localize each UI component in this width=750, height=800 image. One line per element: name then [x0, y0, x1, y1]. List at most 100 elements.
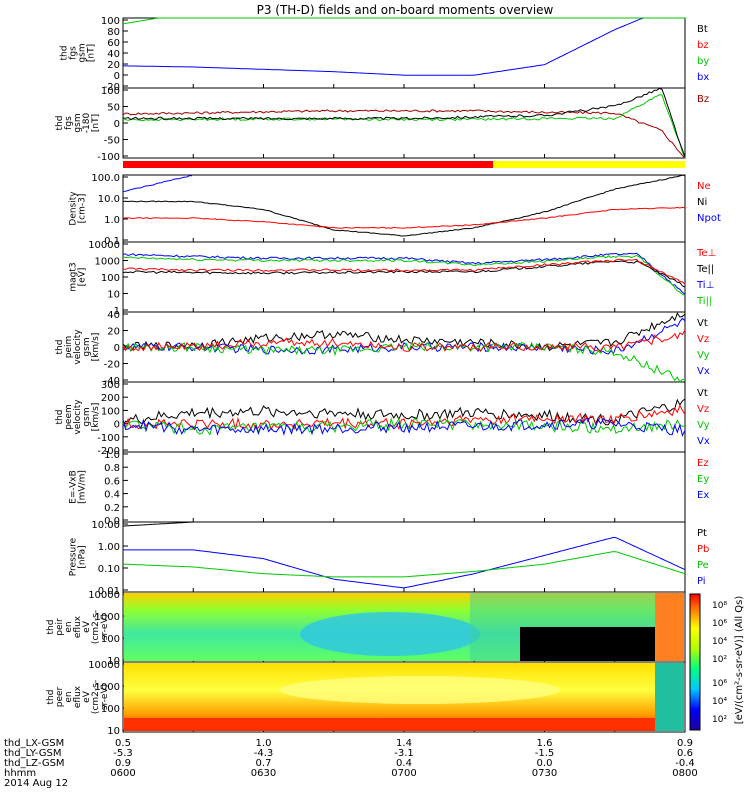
- series-group-0: [122, 17, 685, 76]
- legend-Ne: Ne: [697, 181, 711, 192]
- y-axis-label-line: gsm: [82, 407, 92, 426]
- y-tick-label: 1000: [95, 682, 120, 693]
- legend-Pi: Pi: [697, 576, 706, 587]
- y-axis-label: thd peim velocity gsm [km/s]: [55, 329, 101, 365]
- x-row-label: thd_LZ-GSM: [4, 758, 65, 769]
- x-row-value: -0.4: [675, 758, 695, 769]
- series-Bt: [122, 87, 686, 158]
- x-row-value: 0730: [532, 768, 557, 779]
- x-row-value: 0.5: [115, 738, 131, 749]
- chart-title: P3 (TH-D) fields and on-board moments ov…: [257, 3, 554, 17]
- series-Ti||: [122, 254, 686, 296]
- legend-Npot: Npot: [697, 213, 721, 224]
- colorbar-tick: 10⁶: [712, 619, 727, 629]
- x-row-label: thd_LX-GSM: [4, 738, 64, 749]
- y-axis-label-line: thd: [46, 690, 56, 705]
- series-group-2: [122, 174, 686, 237]
- x-axis: thd_LX-GSM 0.5 1.0 1.4 1.6 0.9 thd_LY-GSM -5.3 -…: [4, 738, 698, 789]
- y-tick-label: 0: [114, 343, 120, 354]
- panel-fgs_bz: 100 50 0 -50 -100 thd fgs gsm -180 [nT] Bz: [55, 86, 709, 163]
- y-axis-label-line: Density: [69, 191, 79, 226]
- y-axis-label-line: eV: [82, 620, 92, 633]
- y-tick-label: 0.01: [98, 586, 120, 597]
- colorbar-rect: [689, 593, 701, 731]
- y-axis-label-line: eV: [82, 690, 92, 703]
- y-tick-label: 1000: [95, 612, 120, 623]
- x-row-value: 0700: [391, 768, 416, 779]
- series-Vx: [122, 417, 686, 437]
- y-tick-label: 100: [101, 86, 120, 97]
- y-tick-label: 100: [101, 634, 120, 645]
- legend-Ti||: Ti||: [696, 296, 712, 307]
- colorbar-tick: 10⁸: [712, 601, 727, 611]
- y-tick-label: 300: [101, 380, 120, 391]
- y-tick-label: -50: [104, 136, 120, 147]
- y-tick-label: 200: [101, 393, 120, 404]
- x-row-value: 1.6: [537, 738, 553, 749]
- colorbar-tick: 10⁴: [712, 637, 727, 647]
- series-group-4: [122, 312, 686, 383]
- y-tick-label: 10.0: [98, 194, 120, 205]
- series-Vt: [122, 312, 686, 352]
- y-axis-label-line: gsm: [82, 337, 92, 356]
- series-Bz: [122, 109, 686, 159]
- panel-efield: 1.0 0.8 0.6 0.4 0.2 0.0 E=-VxB [mV/m] Ez Ey Ex: [69, 450, 710, 527]
- y-axis-label-line: thd: [55, 410, 65, 425]
- series-group-5: [122, 398, 686, 437]
- x-row-value: 0600: [110, 768, 135, 779]
- series-by: [122, 94, 686, 158]
- colorbar-tick: 10²: [712, 655, 727, 665]
- status-bar-red: [123, 161, 493, 168]
- y-axis-label: thd fgs gsm -180 [nT]: [55, 113, 101, 134]
- series-Ti⊥: [123, 252, 686, 295]
- y-axis-label-line: [km/s]: [91, 333, 101, 362]
- legend-Ey: Ey: [697, 474, 709, 485]
- y-tick-label: 0.4: [104, 490, 120, 501]
- status-bar-yellow: [493, 161, 685, 168]
- legend-Vt: Vt: [697, 318, 708, 329]
- y-tick-label: 50: [107, 103, 120, 114]
- y-axis-label-line: sr-eV): [100, 684, 110, 710]
- x-row-value: 0.9: [677, 738, 693, 749]
- x-row-value: 0630: [251, 768, 276, 779]
- legend-Vx: Vx: [697, 436, 710, 447]
- legend-Pt: Pt: [697, 528, 707, 539]
- y-tick-label: 10000: [88, 660, 120, 671]
- series-Pe: [122, 551, 686, 578]
- y-tick-label: 0: [114, 119, 120, 130]
- y-axis-label-line: (cm2-s-: [91, 610, 101, 644]
- y-tick-label: 10: [107, 290, 120, 301]
- y-tick-label: 1.00: [98, 542, 120, 553]
- legend-Vz: Vz: [697, 334, 709, 345]
- y-tick-label: 1.0: [104, 215, 120, 226]
- y-axis-label-line: [km/s]: [91, 403, 101, 432]
- panel-frame: [122, 87, 686, 159]
- series-group-3: [122, 252, 686, 296]
- y-axis-label-line: gsm: [78, 43, 88, 62]
- spectrogram-core: [280, 676, 560, 704]
- y-tick-label: 100: [101, 273, 120, 284]
- legend-Bz: Bz: [697, 94, 709, 105]
- y-tick-label: 0.1: [104, 236, 120, 247]
- series-Vz: [122, 404, 686, 431]
- panel-temp: 10000 1000 100 10 1 magt3 [eV] Te⊥ Te|| Ti⊥ Ti||: [69, 240, 717, 317]
- series-Te⊥: [122, 258, 686, 285]
- legend-Vz: Vz: [697, 404, 709, 415]
- series-group-8: [124, 593, 684, 661]
- y-tick-label: 10: [107, 656, 120, 667]
- y-axis-label-line: en: [64, 621, 74, 632]
- y-axis-label-line: [nT]: [91, 114, 101, 132]
- series-Vx: [122, 317, 686, 355]
- series-Npot: [122, 175, 193, 192]
- x-row-value: 0800: [672, 768, 697, 779]
- y-axis-label-line: peer: [55, 686, 65, 707]
- y-axis-label: Density [cm-3]: [69, 191, 88, 226]
- y-axis-label: thd fgs gsm [nT]: [60, 43, 97, 62]
- y-tick-label: 0.0: [104, 516, 120, 527]
- y-axis-label-line: thd: [60, 46, 70, 61]
- colorbar-label-group: [eV/(cm²-s-sr-eV)] (All Qs): [734, 596, 745, 725]
- x-row-value: -3.1: [394, 748, 414, 759]
- legend-Ez: Ez: [697, 458, 709, 469]
- x-row-value: -4.3: [254, 748, 274, 759]
